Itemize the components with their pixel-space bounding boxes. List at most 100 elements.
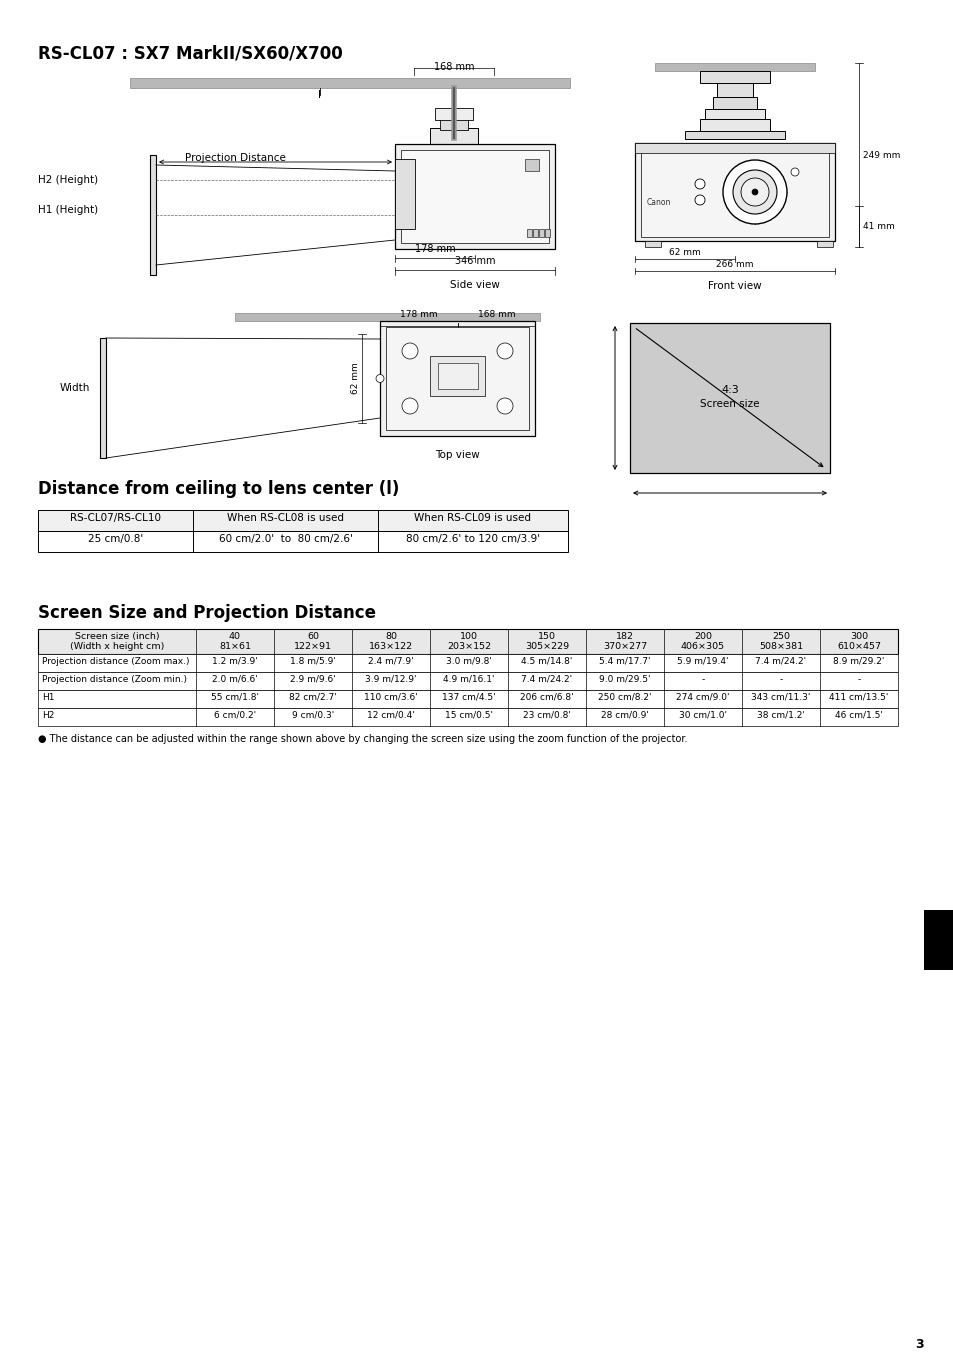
Circle shape	[732, 171, 776, 214]
Text: 25 cm/0.8': 25 cm/0.8'	[88, 533, 143, 544]
Bar	[234, 313, 539, 321]
Text: 9.0 m/29.5': 9.0 m/29.5'	[598, 676, 650, 684]
Text: 1.8 m/5.9': 1.8 m/5.9'	[290, 657, 335, 666]
Text: 343 cm/11.3': 343 cm/11.3'	[751, 693, 810, 701]
Bar	[635, 144, 834, 241]
Bar	[395, 158, 415, 229]
Text: 3.0 m/9.8': 3.0 m/9.8'	[446, 657, 492, 666]
Text: 81×61: 81×61	[219, 642, 251, 651]
Text: 250 cm/8.2': 250 cm/8.2'	[598, 693, 651, 701]
Text: RS-CL07/RS-CL10: RS-CL07/RS-CL10	[70, 513, 161, 523]
Text: 5.4 m/17.7': 5.4 m/17.7'	[598, 657, 650, 666]
Bar	[640, 148, 828, 237]
Bar	[386, 328, 529, 431]
Text: Screen Size and Projection Distance: Screen Size and Projection Distance	[38, 604, 375, 621]
Bar	[684, 131, 784, 139]
Bar	[400, 150, 548, 242]
Bar	[538, 229, 543, 237]
Text: 3.9 m/12.9': 3.9 m/12.9'	[365, 676, 416, 684]
Text: 62 mm: 62 mm	[668, 248, 700, 257]
Bar	[38, 510, 567, 531]
Text: -: -	[700, 676, 704, 684]
Bar	[38, 630, 897, 654]
Text: 12 cm/0.4': 12 cm/0.4'	[367, 711, 415, 720]
Text: Front view: Front view	[707, 282, 761, 291]
Circle shape	[497, 343, 513, 359]
Text: H2: H2	[42, 711, 54, 720]
Text: 38 cm/1.2': 38 cm/1.2'	[757, 711, 804, 720]
Text: 40: 40	[229, 632, 241, 640]
Text: 110 cm/3.6': 110 cm/3.6'	[364, 693, 417, 701]
Text: 370×277: 370×277	[602, 642, 646, 651]
Text: 508×381: 508×381	[759, 642, 802, 651]
Text: 8.9 m/29.2': 8.9 m/29.2'	[832, 657, 883, 666]
Text: Distance from ceiling to lens center (l): Distance from ceiling to lens center (l)	[38, 481, 399, 498]
Text: When RS-CL08 is used: When RS-CL08 is used	[227, 513, 344, 523]
Bar	[430, 129, 477, 144]
Bar	[704, 110, 764, 119]
Text: 300: 300	[849, 632, 867, 640]
Text: 62 mm: 62 mm	[351, 363, 360, 394]
Text: 82 cm/2.7': 82 cm/2.7'	[289, 693, 336, 701]
Bar	[717, 83, 752, 97]
Text: 15 cm/0.5': 15 cm/0.5'	[444, 711, 493, 720]
Text: 122×91: 122×91	[294, 642, 332, 651]
Text: 206 cm/6.8': 206 cm/6.8'	[519, 693, 573, 701]
Bar	[38, 654, 897, 672]
Text: 2.9 m/9.6': 2.9 m/9.6'	[290, 676, 335, 684]
Text: 137 cm/4.5': 137 cm/4.5'	[442, 693, 496, 701]
Text: 55 cm/1.8': 55 cm/1.8'	[211, 693, 258, 701]
Circle shape	[695, 179, 704, 190]
Bar	[430, 356, 484, 395]
Circle shape	[401, 343, 417, 359]
Circle shape	[375, 375, 384, 382]
Circle shape	[740, 177, 768, 206]
Bar	[524, 158, 538, 171]
Text: RS-CL07 : SX7 MarkII/SX60/X700: RS-CL07 : SX7 MarkII/SX60/X700	[38, 45, 342, 64]
Text: 249 mm: 249 mm	[862, 150, 900, 160]
Text: H1: H1	[42, 693, 54, 701]
Bar	[437, 363, 477, 389]
Circle shape	[751, 190, 758, 195]
Circle shape	[695, 195, 704, 204]
Text: 41 mm: 41 mm	[862, 222, 894, 232]
Text: Screen size (inch): Screen size (inch)	[74, 632, 159, 640]
Bar	[150, 154, 156, 275]
Text: 406×305: 406×305	[680, 642, 724, 651]
Text: H1 (Height): H1 (Height)	[38, 204, 98, 215]
Text: -: -	[779, 676, 781, 684]
Bar	[439, 118, 468, 130]
Text: Side view: Side view	[450, 280, 499, 290]
Text: Projection distance (Zoom min.): Projection distance (Zoom min.)	[42, 676, 187, 684]
Text: 2.0 m/6.6': 2.0 m/6.6'	[212, 676, 257, 684]
Bar	[655, 64, 814, 70]
Text: 7.4 m/24.2': 7.4 m/24.2'	[755, 657, 805, 666]
Text: 200: 200	[693, 632, 711, 640]
Text: 6 cm/0.2': 6 cm/0.2'	[213, 711, 255, 720]
Text: 610×457: 610×457	[836, 642, 880, 651]
Bar	[395, 144, 555, 249]
Bar	[379, 321, 535, 436]
Text: Projection Distance: Projection Distance	[184, 153, 285, 162]
Text: 46 cm/1.5': 46 cm/1.5'	[834, 711, 882, 720]
Text: 4:3: 4:3	[720, 385, 739, 395]
Text: 4.9 m/16.1': 4.9 m/16.1'	[443, 676, 495, 684]
Text: 30 cm/1.0': 30 cm/1.0'	[679, 711, 726, 720]
Text: Top view: Top view	[435, 450, 479, 460]
Bar	[644, 241, 660, 246]
Bar	[712, 97, 757, 110]
Text: 150: 150	[537, 632, 556, 640]
Bar	[38, 708, 897, 726]
Text: 168 mm: 168 mm	[477, 310, 515, 320]
Text: (Width x height cm): (Width x height cm)	[70, 642, 164, 651]
Circle shape	[722, 160, 786, 223]
Text: 203×152: 203×152	[446, 642, 491, 651]
Bar	[544, 229, 550, 237]
Text: 178 mm: 178 mm	[415, 244, 455, 255]
Text: 100: 100	[459, 632, 477, 640]
Bar	[38, 672, 897, 691]
Text: 305×229: 305×229	[524, 642, 569, 651]
Circle shape	[497, 398, 513, 414]
Text: 168 mm: 168 mm	[434, 62, 474, 72]
Text: 266 mm: 266 mm	[716, 260, 753, 269]
